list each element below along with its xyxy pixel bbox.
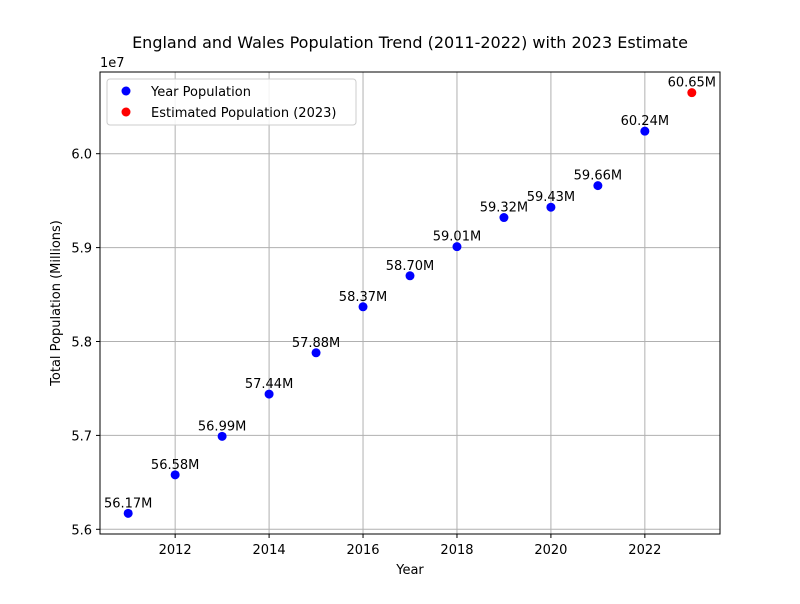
legend-label: Estimated Population (2023) xyxy=(151,106,336,121)
data-label: 59.66M xyxy=(574,169,622,184)
data-point xyxy=(264,389,274,399)
legend-marker xyxy=(121,86,131,96)
data-point xyxy=(123,508,133,518)
x-tick-label: 2018 xyxy=(440,543,473,558)
axis-ticks: 2012 2014 2016 2018 2020 2022 5.6 5.7 5.8 5.9 6.0 xyxy=(71,148,661,558)
y-axis-offset-text: 1e7 xyxy=(100,56,125,71)
data-label: 57.88M xyxy=(292,336,340,351)
y-tick-label: 5.8 xyxy=(71,336,92,351)
data-label: 59.43M xyxy=(527,190,575,205)
data-label: 56.17M xyxy=(104,496,152,511)
grid-lines xyxy=(100,72,720,534)
data-point xyxy=(640,126,650,136)
x-tick-label: 2016 xyxy=(346,543,379,558)
plot-frame xyxy=(99,71,721,535)
x-tick-label: 2022 xyxy=(628,543,661,558)
data-point xyxy=(546,202,556,212)
legend-label: Year Population xyxy=(150,85,251,100)
data-points xyxy=(123,88,697,518)
data-label: 59.01M xyxy=(433,230,481,245)
data-label: 57.44M xyxy=(245,377,293,392)
y-tick-label: 5.9 xyxy=(71,242,92,257)
data-label: 58.37M xyxy=(339,290,387,305)
y-axis-label: Total Population (Millions) xyxy=(49,220,64,387)
x-tick-label: 2020 xyxy=(534,543,567,558)
chart-title: England and Wales Population Trend (2011… xyxy=(132,33,688,52)
data-label: 60.65M xyxy=(668,76,716,91)
data-point xyxy=(452,242,462,252)
data-label: 56.99M xyxy=(198,419,246,434)
x-tick-label: 2012 xyxy=(159,543,192,558)
legend-marker xyxy=(121,107,131,117)
data-labels: 56.17M 56.58M 56.99M 57.44M 57.88M 58.37M 58.7… xyxy=(104,76,716,512)
legend-box xyxy=(106,78,357,126)
data-point xyxy=(358,302,368,312)
x-tick-label: 2014 xyxy=(253,543,286,558)
legend: Year Population Estimated Population (202… xyxy=(106,78,357,126)
data-label: 59.32M xyxy=(480,201,528,216)
data-point xyxy=(499,213,509,223)
y-tick-label: 6.0 xyxy=(71,148,92,163)
data-point xyxy=(405,271,415,281)
data-point xyxy=(687,88,697,98)
data-point xyxy=(311,348,321,358)
x-axis-label: Year xyxy=(395,563,424,578)
data-point xyxy=(217,431,227,441)
data-label: 56.58M xyxy=(151,458,199,473)
y-tick-label: 5.6 xyxy=(71,523,92,538)
y-tick-label: 5.7 xyxy=(71,429,92,444)
data-label: 58.70M xyxy=(386,259,434,274)
data-point xyxy=(170,470,180,480)
data-label: 60.24M xyxy=(621,114,669,129)
data-point xyxy=(593,181,603,191)
